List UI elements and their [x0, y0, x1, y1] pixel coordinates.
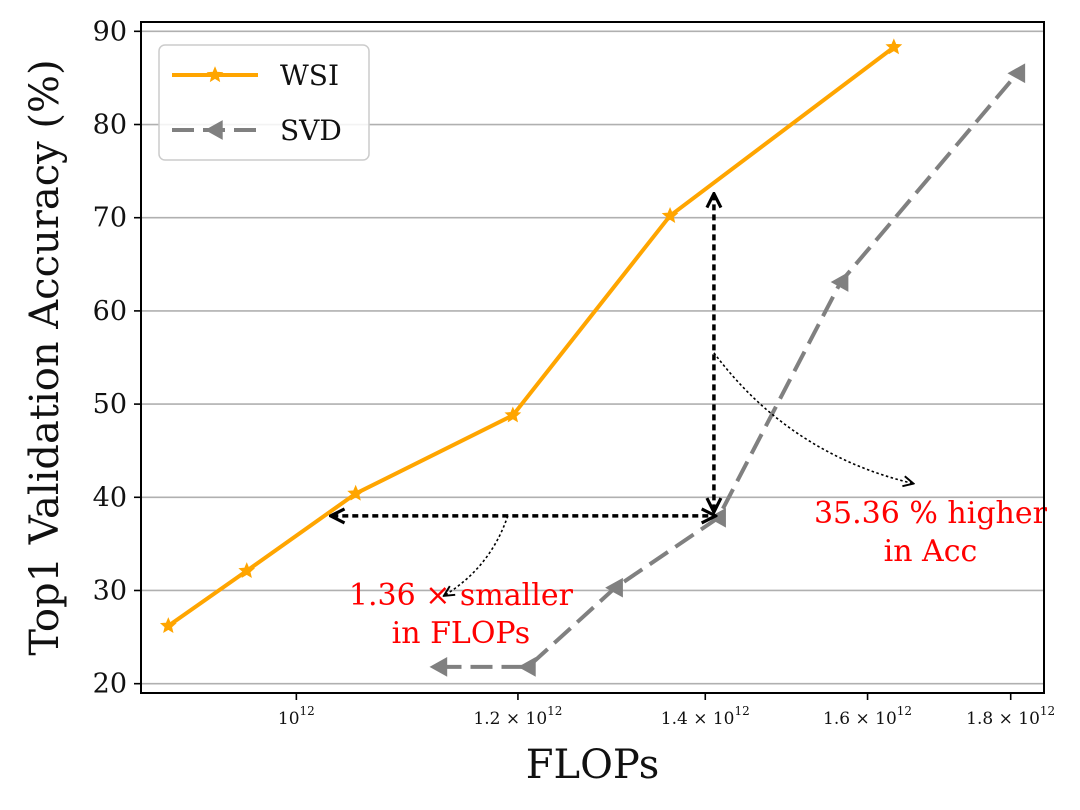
x-tick-times: × [993, 709, 1018, 729]
y-axis-ticks: 20 30 40 50 60 70 80 90 [93, 16, 141, 700]
y-axis-label: Top1 Validation Accuracy (%) [22, 59, 68, 655]
legend-label: SVD [280, 114, 342, 147]
x-tick-mantissa: 1.4 [661, 709, 688, 729]
x-tick-base: 10 [1018, 709, 1040, 729]
x-tick-times: × [850, 709, 875, 729]
y-tick-label: 50 [93, 389, 127, 420]
data-point [885, 38, 903, 55]
x-tick-label: 1.6 × 1012 [823, 704, 912, 729]
legend-label: WSI [280, 59, 339, 92]
y-tick-label: 60 [93, 296, 127, 327]
legend-entry: SVD [172, 114, 342, 147]
y-tick-label: 40 [93, 482, 127, 513]
data-point [661, 207, 679, 223]
x-tick-label: 1.2 × 1012 [473, 704, 562, 729]
y-tick-label: 20 [93, 669, 127, 700]
annotation-text: in FLOPs [392, 616, 531, 651]
x-tick-exponent: 12 [547, 704, 562, 718]
x-tick-exponent: 12 [1040, 704, 1055, 718]
legend-entry: WSI [172, 59, 339, 92]
series-line [439, 72, 1019, 669]
x-tick-label: 1012 [278, 704, 315, 729]
y-tick-label: 30 [93, 575, 127, 606]
series-line [167, 45, 896, 628]
x-tick-exponent: 12 [735, 704, 750, 718]
data-point [159, 617, 177, 634]
series-wsi [159, 38, 903, 634]
x-tick-exponent: 12 [300, 704, 315, 718]
data-point [347, 484, 365, 501]
annotation-text: 35.36 % higher [814, 496, 1048, 531]
x-tick-mantissa: 1.2 [473, 709, 500, 729]
annotation-text: 1.36 × smaller [349, 578, 574, 613]
x-tick-base: 10 [875, 709, 897, 729]
plot-frame [140, 21, 1045, 694]
y-tick-label: 90 [93, 16, 127, 47]
x-axis-label: FLOPs [526, 742, 659, 788]
data-point [504, 406, 522, 423]
y-tick-label: 70 [93, 203, 127, 234]
x-axis-ticks: 1012 1.2 × 1012 1.4 × 1012 1.6 × 1012 1.8 × … [278, 693, 1055, 729]
x-tick-base: 10 [713, 709, 735, 729]
pointer-arrow [445, 515, 509, 595]
data-point [238, 562, 256, 579]
data-point [830, 272, 849, 292]
series-layer [159, 38, 1026, 677]
data-point [1007, 63, 1026, 84]
x-tick-label: 1.4 × 1012 [661, 704, 750, 729]
data-point [429, 657, 448, 677]
x-tick-times: × [500, 709, 525, 729]
x-tick-base: 10 [278, 709, 300, 729]
x-tick-mantissa: 1.8 [966, 709, 993, 729]
data-point [517, 657, 536, 677]
annotation-text: in Acc [884, 534, 978, 569]
x-tick-times: × [688, 709, 713, 729]
legend: WSI SVD [158, 44, 370, 161]
x-tick-exponent: 12 [897, 704, 912, 718]
pointer-arrow [713, 352, 912, 483]
legend-marker [206, 66, 224, 83]
data-point [605, 577, 623, 598]
x-tick-mantissa: 1.6 [823, 709, 850, 729]
x-tick-label: 1.8 × 1012 [966, 704, 1055, 729]
y-tick-label: 80 [93, 110, 127, 141]
legend-marker [204, 120, 223, 140]
x-tick-base: 10 [526, 709, 548, 729]
